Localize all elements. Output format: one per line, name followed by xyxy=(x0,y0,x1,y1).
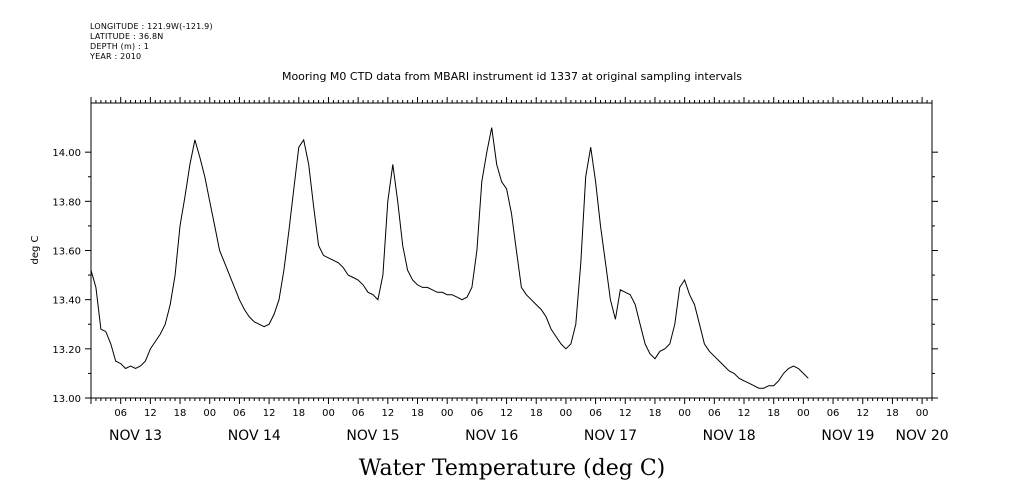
x-tick-label: 12 xyxy=(619,408,632,419)
year-label: YEAR : 2010 xyxy=(90,52,142,61)
x-tick-label: 06 xyxy=(471,408,484,419)
y-tick-label: 13.60 xyxy=(52,247,81,258)
y-tick-label: 13.20 xyxy=(52,345,81,356)
x-tick-label: 00 xyxy=(203,408,216,419)
x-day-label: NOV 15 xyxy=(346,428,399,444)
longitude-label: LONGITUDE : 121.9W(-121.9) xyxy=(90,22,213,31)
x-tick-label: 00 xyxy=(797,408,810,419)
x-tick-label: 06 xyxy=(233,408,246,419)
x-tick-label: 06 xyxy=(589,408,602,419)
x-tick-label: 12 xyxy=(381,408,394,419)
x-day-label: NOV 17 xyxy=(584,428,637,444)
x-tick-label: 12 xyxy=(500,408,513,419)
y-tick-label: 14.00 xyxy=(52,148,81,159)
x-tick-label: 12 xyxy=(738,408,751,419)
x-tick-label: 06 xyxy=(352,408,365,419)
x-tick-label: 18 xyxy=(292,408,305,419)
latitude-label: LATITUDE : 36.8N xyxy=(90,32,164,41)
y-axis: 13.00 13.20 13.40 13.60 13.80 14.00 xyxy=(52,148,938,405)
x-tick-label: 12 xyxy=(263,408,276,419)
x-tick-label: 06 xyxy=(827,408,840,419)
depth-label: DEPTH (m) : 1 xyxy=(90,42,149,51)
x-tick-label: 00 xyxy=(441,408,454,419)
x-day-label: NOV 19 xyxy=(821,428,874,444)
x-axis-label: Water Temperature (deg C) xyxy=(359,456,666,481)
x-tick-label: 12 xyxy=(856,408,869,419)
x-day-label: NOV 16 xyxy=(465,428,518,444)
x-tick-label: 00 xyxy=(322,408,335,419)
x-tick-label: 18 xyxy=(886,408,899,419)
x-tick-label: 06 xyxy=(708,408,721,419)
chart-title: Mooring M0 CTD data from MBARI instrumen… xyxy=(282,70,742,83)
x-day-label: NOV 18 xyxy=(703,428,756,444)
x-tick-label: 18 xyxy=(530,408,543,419)
x-tick-label: 18 xyxy=(411,408,424,419)
metadata-block: LONGITUDE : 121.9W(-121.9) LATITUDE : 36… xyxy=(90,22,213,62)
water-temperature-line xyxy=(90,127,809,389)
x-tick-label: 00 xyxy=(678,408,691,419)
y-tick-label: 13.00 xyxy=(52,394,81,405)
x-day-label: NOV 13 xyxy=(109,428,162,444)
series-layer xyxy=(90,127,809,389)
x-tick-label: 18 xyxy=(767,408,780,419)
x-day-label: NOV 14 xyxy=(228,428,281,444)
x-tick-label: 00 xyxy=(560,408,573,419)
x-tick-label: 00 xyxy=(916,408,929,419)
plot-frame xyxy=(90,102,933,399)
x-tick-label: 12 xyxy=(144,408,157,419)
y-tick-label: 13.40 xyxy=(52,296,81,307)
y-tick-label: 13.80 xyxy=(52,197,81,208)
x-day-label: NOV 20 xyxy=(896,428,949,444)
x-tick-label: 18 xyxy=(174,408,187,419)
x-tick-label: 06 xyxy=(114,408,127,419)
x-tick-label: 18 xyxy=(649,408,662,419)
x-axis: 06 12 18 00 06 12 18 00 06 12 18 00 06 12 18 00 06 12 18 00… xyxy=(90,97,949,444)
y-axis-label: deg C xyxy=(30,235,41,264)
